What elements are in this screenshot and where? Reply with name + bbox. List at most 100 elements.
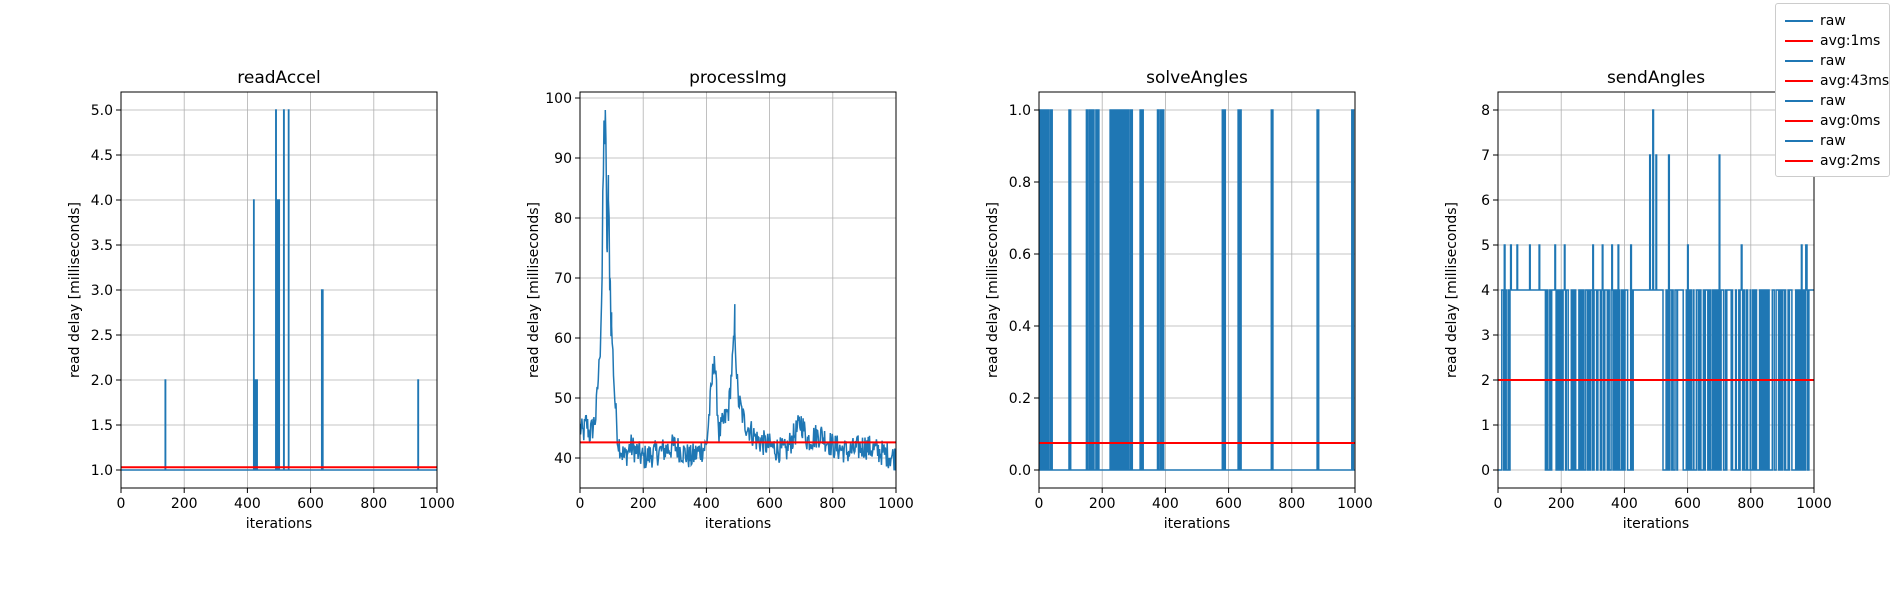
x-axis-label: iterations: [1623, 516, 1689, 532]
plot-area: [1498, 109, 1814, 471]
y-tick-label: 6: [1481, 193, 1490, 209]
y-tick-label: 4: [1481, 283, 1490, 299]
legend: raw avg:1ms raw avg:43ms raw avg:0ms raw…: [1775, 3, 1890, 177]
y-tick-label: 7: [1481, 148, 1490, 164]
x-tick-label: 1000: [1796, 496, 1832, 512]
x-tick-label: 600: [756, 496, 783, 512]
legend-label: raw: [1820, 133, 1846, 149]
y-tick-label: 0: [1481, 463, 1490, 479]
plot-area: [121, 109, 437, 471]
y-tick-label: 0.2: [1009, 391, 1031, 407]
x-tick-label: 0: [576, 496, 585, 512]
legend-entry: avg:1ms: [1776, 31, 1891, 51]
legend-entry: raw: [1776, 51, 1891, 71]
x-tick-label: 400: [693, 496, 720, 512]
y-tick-label: 90: [554, 151, 572, 167]
x-tick-label: 800: [1737, 496, 1764, 512]
y-tick-label: 8: [1481, 103, 1490, 119]
series-line-raw: [1498, 109, 1814, 471]
x-tick-label: 400: [1152, 496, 1179, 512]
x-axis-label: iterations: [1164, 516, 1230, 532]
x-tick-label: 1000: [878, 496, 914, 512]
chart-title: processImg: [689, 68, 787, 88]
x-tick-label: 1000: [1337, 496, 1373, 512]
y-tick-label: 0.6: [1009, 247, 1031, 263]
x-tick-label: 200: [1548, 496, 1575, 512]
x-tick-label: 200: [1089, 496, 1116, 512]
y-tick-label: 3.5: [91, 238, 113, 254]
y-axis-label: read delay [milliseconds]: [985, 202, 1001, 378]
x-tick-label: 0: [1494, 496, 1503, 512]
chart-panel-sendAngles: 0 200 400 600 800 1000 0 1 2 3 4 5 6 7 8 sendAngles iter…: [1444, 68, 1832, 532]
legend-swatch: [1785, 100, 1813, 102]
legend-swatch: [1785, 20, 1813, 22]
y-tick-label: 0.8: [1009, 175, 1031, 191]
y-tick-label: 80: [554, 211, 572, 227]
y-tick-label: 1: [1481, 418, 1490, 434]
x-tick-label: 800: [360, 496, 387, 512]
y-tick-label: 2.0: [91, 373, 113, 389]
y-tick-label: 4.5: [91, 148, 113, 164]
y-tick-label: 1.0: [1009, 103, 1031, 119]
y-tick-label: 50: [554, 391, 572, 407]
legend-swatch: [1785, 140, 1813, 142]
x-tick-label: 800: [1278, 496, 1305, 512]
x-tick-label: 600: [1215, 496, 1242, 512]
y-tick-label: 40: [554, 451, 572, 467]
legend-entry: avg:43ms: [1776, 71, 1891, 91]
x-axis-label: iterations: [246, 516, 312, 532]
legend-label: avg:1ms: [1820, 33, 1881, 49]
legend-label: avg:0ms: [1820, 113, 1881, 129]
legend-label: avg:43ms: [1820, 73, 1890, 89]
y-tick-label: 70: [554, 271, 572, 287]
chart-title: solveAngles: [1146, 68, 1248, 88]
legend-label: raw: [1820, 53, 1846, 69]
chart-panel-solveAngles: 0 200 400 600 800 1000 0.0 0.2 0.4 0.6 0.8 1.0 solve…: [985, 68, 1373, 532]
x-tick-label: 0: [117, 496, 126, 512]
axes-frame: [579, 91, 897, 489]
x-tick-label: 600: [1674, 496, 1701, 512]
legend-swatch: [1785, 80, 1813, 82]
plot-area: [580, 109, 896, 471]
legend-label: avg:2ms: [1820, 153, 1881, 169]
legend-entry: avg:0ms: [1776, 111, 1891, 131]
y-tick-label: 3.0: [91, 283, 113, 299]
x-tick-label: 200: [630, 496, 657, 512]
x-tick-label: 800: [819, 496, 846, 512]
legend-label: raw: [1820, 93, 1846, 109]
y-tick-label: 4.0: [91, 193, 113, 209]
y-tick-label: 100: [545, 91, 572, 107]
legend-swatch: [1785, 120, 1813, 122]
x-tick-label: 0: [1035, 496, 1044, 512]
legend-swatch: [1785, 160, 1813, 162]
y-tick-label: 2: [1481, 373, 1490, 389]
x-tick-label: 400: [1611, 496, 1638, 512]
axes-frame: [1038, 91, 1356, 489]
x-axis-label: iterations: [705, 516, 771, 532]
x-tick-label: 1000: [419, 496, 455, 512]
chart-title: sendAngles: [1607, 68, 1705, 88]
y-tick-label: 3: [1481, 328, 1490, 344]
y-tick-label: 0.0: [1009, 463, 1031, 479]
x-tick-label: 200: [171, 496, 198, 512]
y-tick-label: 5: [1481, 238, 1490, 254]
y-axis-label: read delay [milliseconds]: [67, 202, 83, 378]
legend-entry: avg:2ms: [1776, 151, 1891, 171]
plot-area: [1039, 109, 1355, 471]
y-tick-label: 2.5: [91, 328, 113, 344]
y-axis-label: read delay [milliseconds]: [526, 202, 542, 378]
x-tick-label: 400: [234, 496, 261, 512]
chart-panel-processImg: 0 200 400 600 800 1000 40 50 60 70 80 90 100 processI…: [526, 68, 914, 532]
y-tick-label: 1.0: [91, 463, 113, 479]
series-line-raw: [121, 109, 437, 471]
legend-entry: raw: [1776, 11, 1891, 31]
y-tick-label: 5.0: [91, 103, 113, 119]
chart-title: readAccel: [237, 68, 321, 88]
legend-entry: raw: [1776, 91, 1891, 111]
y-tick-label: 1.5: [91, 418, 113, 434]
y-tick-label: 0.4: [1009, 319, 1031, 335]
legend-label: raw: [1820, 13, 1846, 29]
series-line-raw: [1039, 109, 1355, 471]
legend-swatch: [1785, 60, 1813, 62]
